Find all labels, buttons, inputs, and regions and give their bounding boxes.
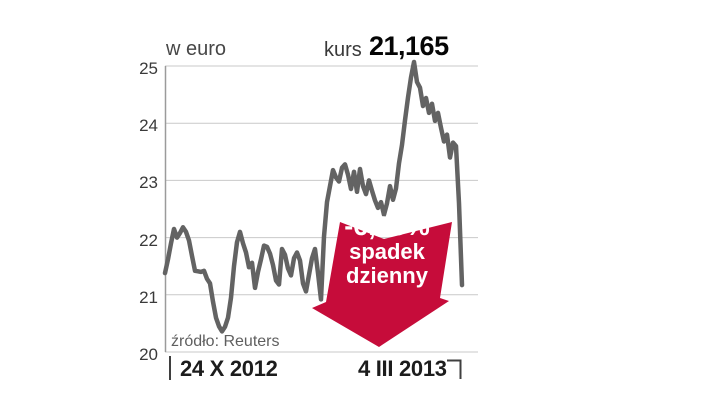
x-axis-start-date: 24 X 2012 [180, 356, 278, 381]
y-tick-label: 24 [139, 116, 158, 136]
y-tick-label: 23 [139, 173, 158, 193]
decline-word2: dzienny [346, 263, 428, 288]
x-axis-end-date: 4 III 2013 [358, 356, 447, 381]
source-label: źródło: Reuters [171, 333, 280, 350]
down-arrow-icon [312, 222, 452, 347]
y-tick-label: 25 [139, 59, 158, 78]
chart-line [162, 59, 465, 334]
y-tick-label: 20 [139, 345, 158, 364]
chart-unit-label: w euro [166, 38, 227, 60]
price-label: kurs [324, 39, 362, 61]
decline-percent: -6,06% [344, 211, 430, 241]
price-value: 21,165 [369, 31, 449, 61]
date-bracket-right [447, 359, 462, 379]
y-tick-label: 21 [139, 287, 158, 307]
y-tick-label: 22 [139, 230, 158, 250]
decline-annotation: -6,06% spadek dzienny [324, 212, 450, 288]
decline-word1: spadek [349, 239, 425, 264]
